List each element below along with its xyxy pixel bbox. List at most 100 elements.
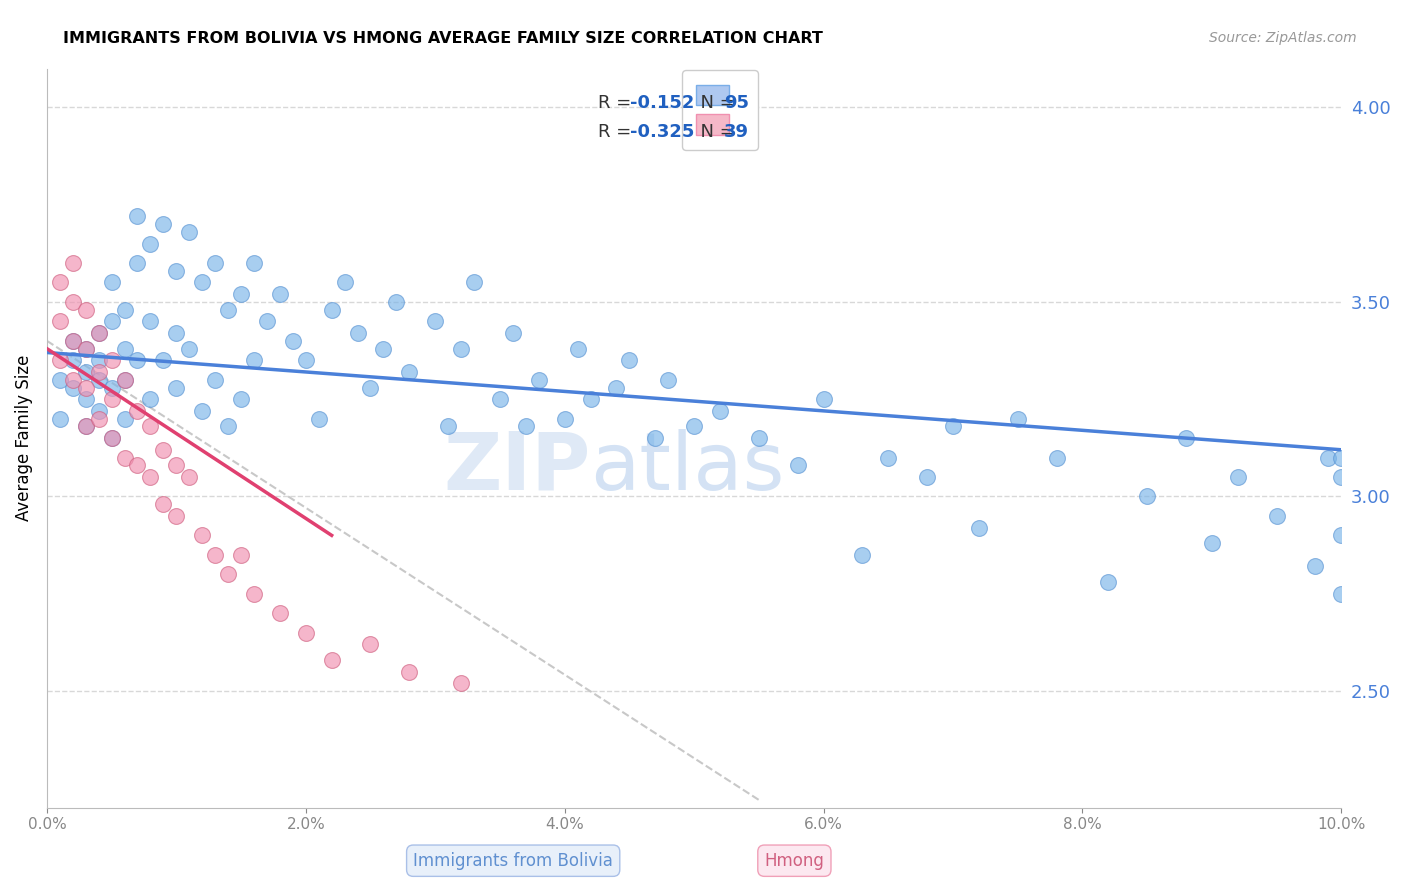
Point bbox=[877, 450, 900, 465]
Point bbox=[243, 256, 266, 270]
Point bbox=[114, 373, 136, 387]
Point bbox=[100, 314, 122, 328]
Point bbox=[217, 419, 239, 434]
Point bbox=[915, 470, 938, 484]
Point bbox=[152, 217, 174, 231]
Point bbox=[217, 302, 239, 317]
Point bbox=[75, 342, 97, 356]
Point bbox=[139, 314, 162, 328]
Point bbox=[127, 256, 149, 270]
Point bbox=[204, 373, 226, 387]
Point bbox=[360, 637, 382, 651]
Point bbox=[644, 431, 666, 445]
Point bbox=[114, 411, 136, 425]
Point bbox=[114, 302, 136, 317]
Point bbox=[204, 256, 226, 270]
Point bbox=[463, 276, 485, 290]
Legend: , : , bbox=[682, 70, 758, 150]
Point bbox=[87, 326, 110, 340]
Point bbox=[360, 380, 382, 394]
Point bbox=[683, 419, 706, 434]
Point bbox=[709, 404, 731, 418]
Point bbox=[87, 326, 110, 340]
Point bbox=[554, 411, 576, 425]
Point bbox=[127, 210, 149, 224]
Point bbox=[100, 392, 122, 407]
Point bbox=[49, 373, 72, 387]
Point bbox=[49, 314, 72, 328]
Point bbox=[139, 470, 162, 484]
Text: -0.152: -0.152 bbox=[630, 94, 695, 112]
Point bbox=[191, 404, 214, 418]
Point bbox=[152, 353, 174, 368]
Point bbox=[1226, 470, 1249, 484]
Point bbox=[269, 606, 291, 620]
Point bbox=[75, 392, 97, 407]
Point bbox=[281, 334, 304, 348]
Point bbox=[605, 380, 627, 394]
Point bbox=[75, 380, 97, 394]
Point bbox=[139, 392, 162, 407]
Point bbox=[114, 450, 136, 465]
Point bbox=[62, 334, 84, 348]
Point bbox=[62, 353, 84, 368]
Text: Hmong: Hmong bbox=[765, 852, 824, 870]
Point bbox=[165, 508, 187, 523]
Point bbox=[527, 373, 550, 387]
Point bbox=[229, 287, 252, 301]
Point bbox=[114, 342, 136, 356]
Point bbox=[346, 326, 368, 340]
Text: ZIP: ZIP bbox=[443, 429, 591, 507]
Text: R =: R = bbox=[598, 123, 637, 141]
Point bbox=[62, 256, 84, 270]
Point bbox=[75, 342, 97, 356]
Point bbox=[243, 353, 266, 368]
Point bbox=[294, 353, 316, 368]
Point bbox=[1174, 431, 1197, 445]
Point bbox=[229, 548, 252, 562]
Point bbox=[229, 392, 252, 407]
Text: N =: N = bbox=[689, 94, 741, 112]
Point bbox=[87, 353, 110, 368]
Text: -0.325: -0.325 bbox=[630, 123, 695, 141]
Point bbox=[1330, 587, 1353, 601]
Point bbox=[87, 373, 110, 387]
Point bbox=[425, 314, 447, 328]
Point bbox=[1330, 470, 1353, 484]
Point bbox=[152, 442, 174, 457]
Point bbox=[139, 419, 162, 434]
Point bbox=[619, 353, 641, 368]
Point bbox=[1330, 450, 1353, 465]
Point bbox=[321, 302, 343, 317]
Text: N =: N = bbox=[689, 123, 741, 141]
Point bbox=[127, 458, 149, 473]
Point bbox=[62, 294, 84, 309]
Point bbox=[398, 665, 420, 679]
Point bbox=[1305, 559, 1327, 574]
Point bbox=[1265, 508, 1288, 523]
Point bbox=[75, 365, 97, 379]
Point bbox=[87, 404, 110, 418]
Point bbox=[1330, 528, 1353, 542]
Point bbox=[1317, 450, 1340, 465]
Point bbox=[1045, 450, 1067, 465]
Point bbox=[75, 419, 97, 434]
Point bbox=[62, 334, 84, 348]
Y-axis label: Average Family Size: Average Family Size bbox=[15, 355, 32, 521]
Text: atlas: atlas bbox=[591, 429, 785, 507]
Point bbox=[437, 419, 460, 434]
Point bbox=[114, 373, 136, 387]
Point bbox=[333, 276, 356, 290]
Point bbox=[1136, 490, 1159, 504]
Point bbox=[100, 353, 122, 368]
Text: 95: 95 bbox=[724, 94, 749, 112]
Point bbox=[165, 380, 187, 394]
Point bbox=[657, 373, 679, 387]
Point bbox=[127, 353, 149, 368]
Text: Source: ZipAtlas.com: Source: ZipAtlas.com bbox=[1209, 31, 1357, 45]
Point bbox=[179, 470, 201, 484]
Point bbox=[489, 392, 512, 407]
Point bbox=[398, 365, 420, 379]
Point bbox=[256, 314, 278, 328]
Point bbox=[217, 567, 239, 582]
